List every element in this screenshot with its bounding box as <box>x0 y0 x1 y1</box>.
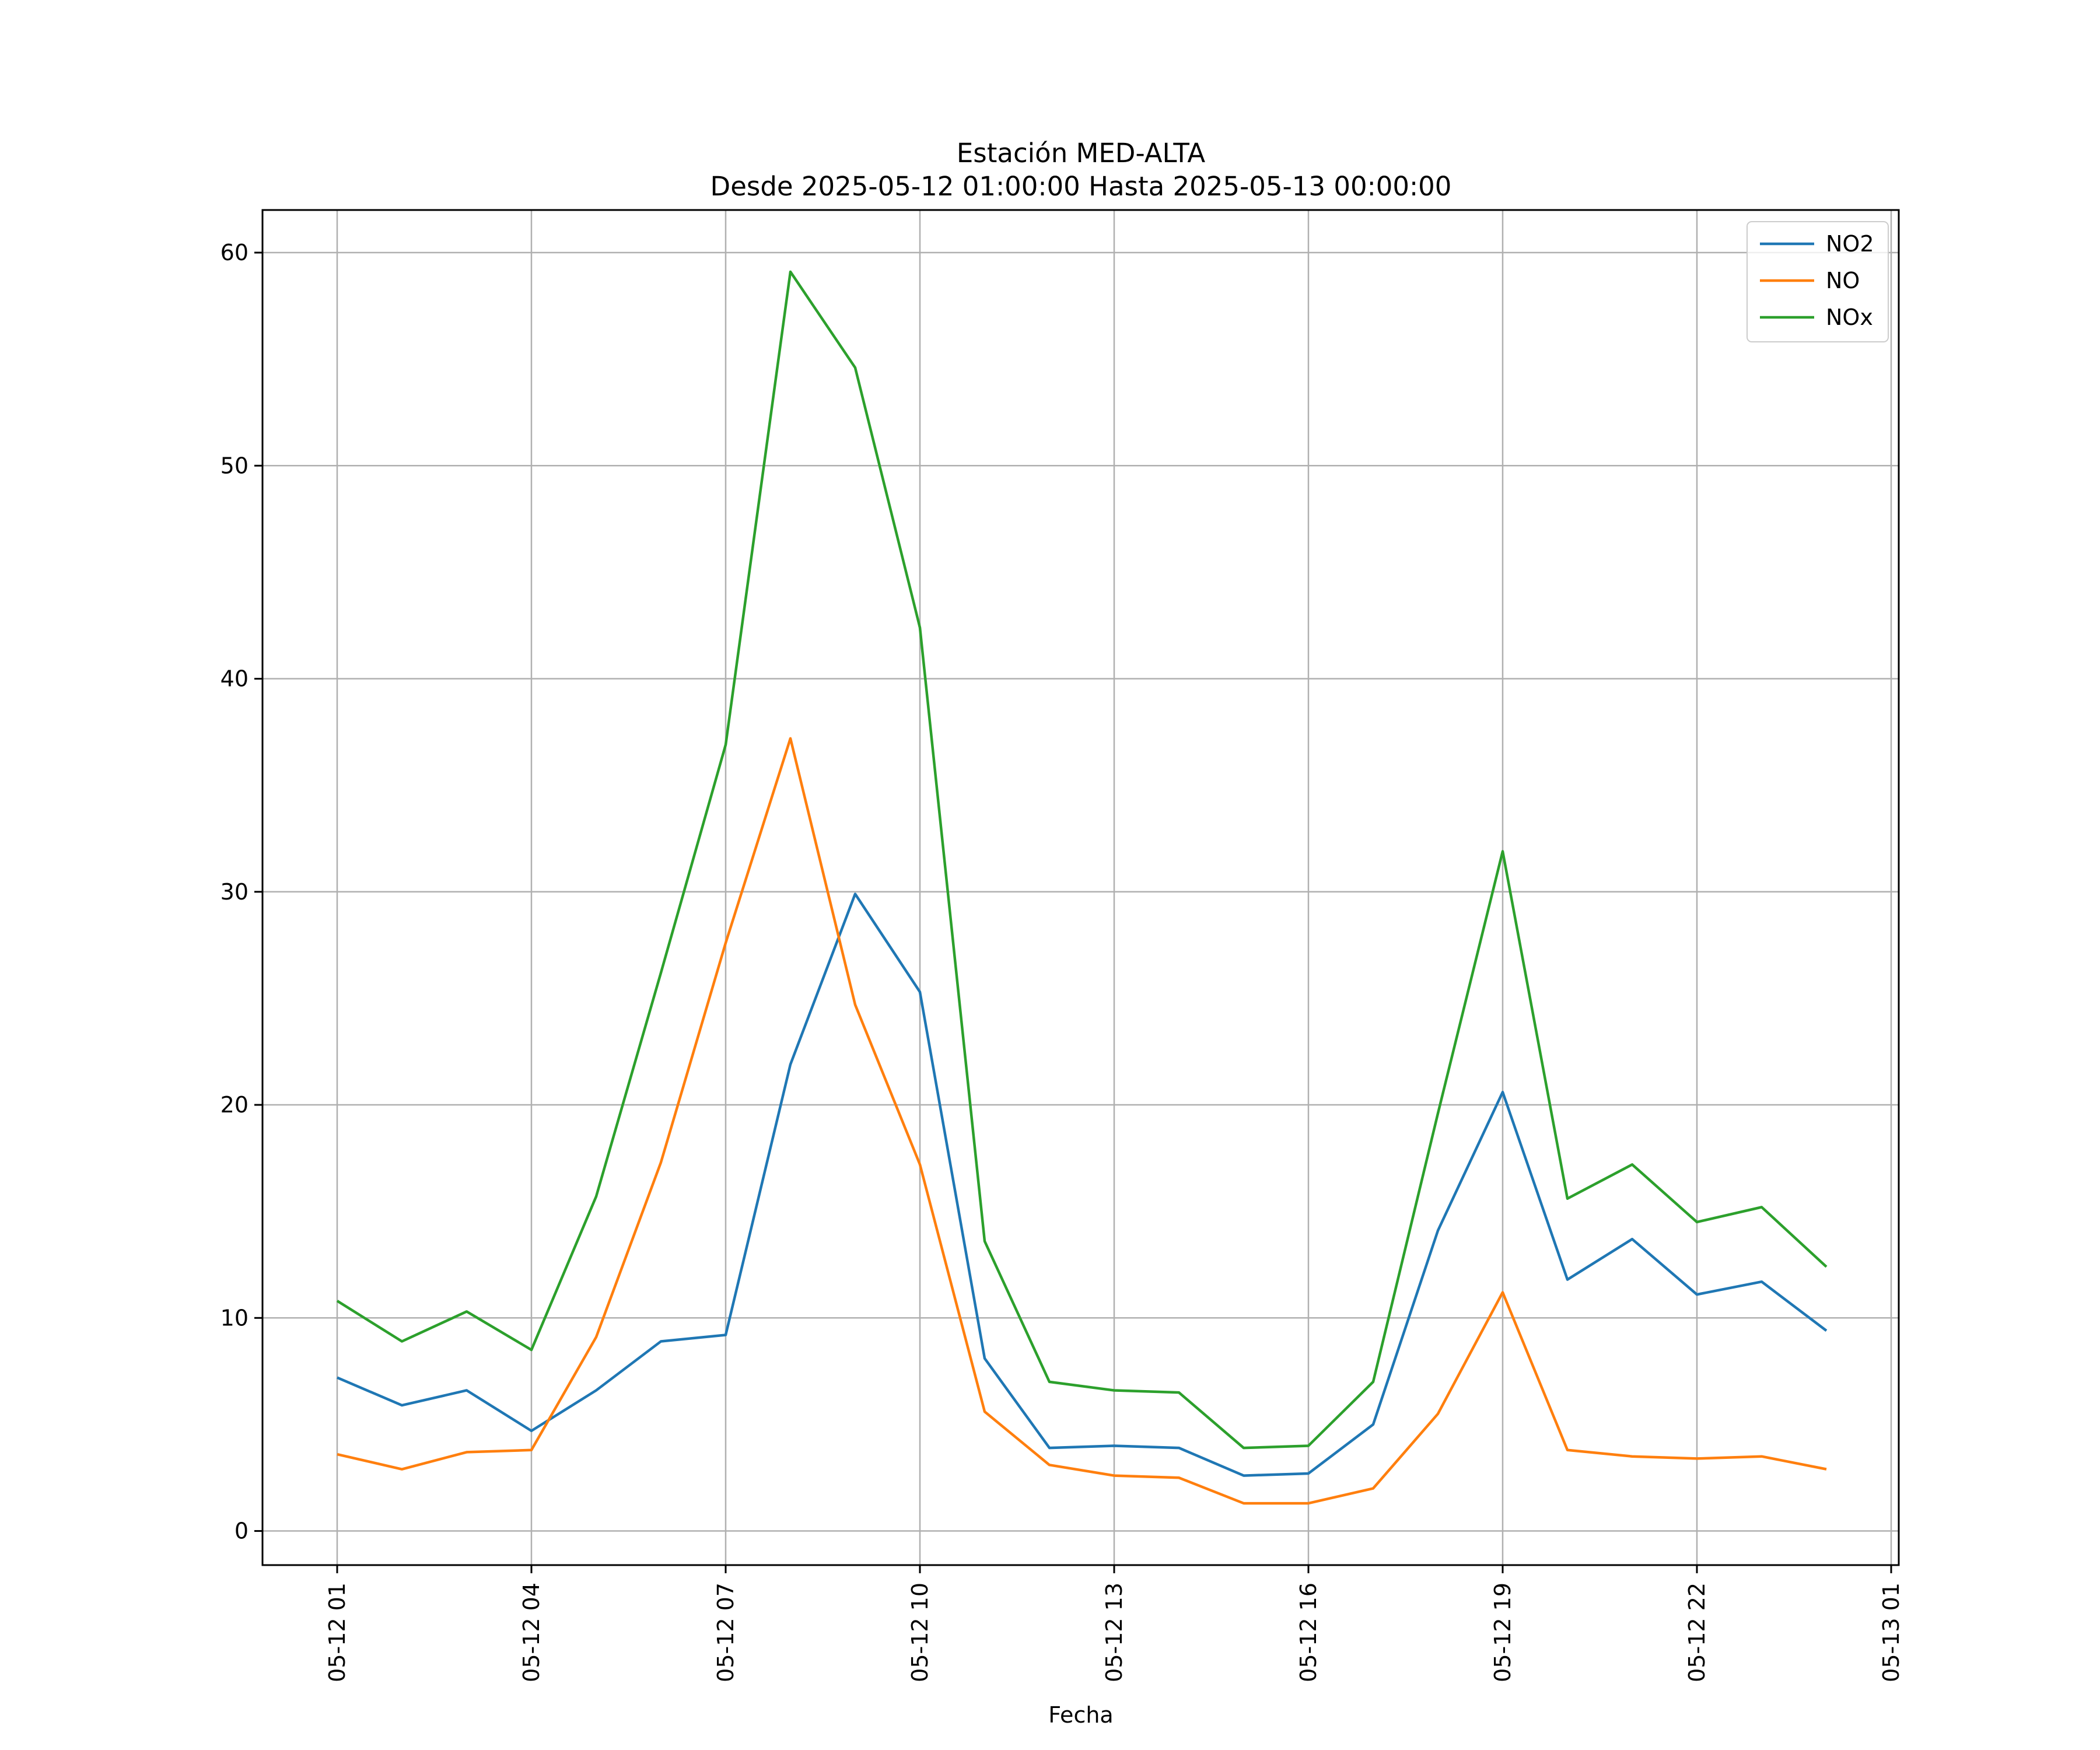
series-line-no <box>337 737 1827 1505</box>
chart-subtitle: Desde 2025-05-12 01:00:00 Hasta 2025-05-… <box>710 171 1452 202</box>
series-line-nox <box>336 270 1828 1450</box>
x-tick-label: 05-12 10 <box>907 1583 933 1682</box>
y-tick-label: 0 <box>235 1518 249 1544</box>
legend-label-no: NO <box>1826 268 1860 293</box>
y-tick-label: 60 <box>220 240 249 265</box>
x-tick-label: 05-12 16 <box>1296 1583 1321 1682</box>
x-tick-label: 05-12 13 <box>1101 1583 1127 1682</box>
plot-frame <box>261 209 1900 1566</box>
x-tick-label: 05-12 01 <box>324 1583 350 1682</box>
x-axis-label: Fecha <box>1048 1702 1113 1728</box>
legend-label-no2: NO2 <box>1826 231 1874 257</box>
y-tick-label: 20 <box>220 1092 249 1118</box>
legend-label-nox: NOx <box>1826 304 1873 330</box>
x-tick-label: 05-12 19 <box>1490 1583 1516 1682</box>
legend-box <box>1746 221 1889 342</box>
x-tick-label: 05-12 04 <box>519 1583 544 1682</box>
series-lines <box>336 270 1828 1505</box>
x-tick-label: 05-12 07 <box>713 1583 738 1682</box>
series-line-no2 <box>337 892 1828 1477</box>
gridlines <box>262 210 1899 1565</box>
chart-title: Estación MED-ALTA <box>957 138 1206 169</box>
x-tick-label: 05-12 22 <box>1684 1583 1710 1682</box>
x-tick-label: 05-13 01 <box>1878 1583 1904 1682</box>
y-tick-label: 50 <box>220 453 249 478</box>
axis-ticks: 0 10 20 30 40 50 60 05-12 01 05-12 04 05-12 07 05-… <box>220 240 1904 1682</box>
legend: NO2 NO NOx <box>1746 221 1889 342</box>
y-tick-label: 10 <box>220 1305 249 1331</box>
y-tick-label: 30 <box>220 879 249 905</box>
y-tick-label: 40 <box>220 666 249 692</box>
